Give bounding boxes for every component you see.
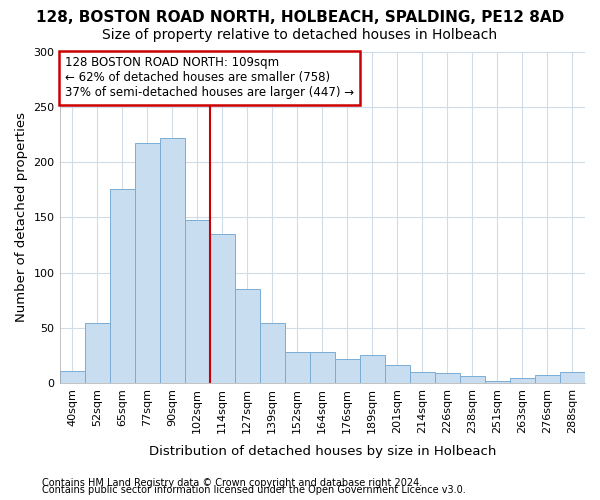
Bar bbox=[185, 220, 209, 384]
Bar bbox=[59, 371, 85, 384]
Bar bbox=[360, 354, 385, 384]
Bar bbox=[385, 364, 410, 384]
Bar bbox=[209, 234, 235, 384]
Bar bbox=[310, 352, 335, 384]
Text: Size of property relative to detached houses in Holbeach: Size of property relative to detached ho… bbox=[103, 28, 497, 42]
Bar bbox=[460, 376, 485, 384]
Text: Contains public sector information licensed under the Open Government Licence v3: Contains public sector information licen… bbox=[42, 485, 466, 495]
Bar bbox=[435, 374, 460, 384]
Bar bbox=[485, 381, 510, 384]
Bar bbox=[260, 322, 285, 384]
Text: 128 BOSTON ROAD NORTH: 109sqm
← 62% of detached houses are smaller (758)
37% of : 128 BOSTON ROAD NORTH: 109sqm ← 62% of d… bbox=[65, 56, 354, 100]
Bar bbox=[335, 359, 360, 384]
Text: 128, BOSTON ROAD NORTH, HOLBEACH, SPALDING, PE12 8AD: 128, BOSTON ROAD NORTH, HOLBEACH, SPALDI… bbox=[36, 10, 564, 25]
X-axis label: Distribution of detached houses by size in Holbeach: Distribution of detached houses by size … bbox=[149, 444, 496, 458]
Bar bbox=[85, 322, 110, 384]
Y-axis label: Number of detached properties: Number of detached properties bbox=[15, 112, 28, 322]
Bar bbox=[560, 372, 585, 384]
Bar bbox=[110, 188, 134, 384]
Bar bbox=[410, 372, 435, 384]
Bar bbox=[535, 374, 560, 384]
Bar bbox=[160, 138, 185, 384]
Bar bbox=[235, 290, 260, 384]
Bar bbox=[134, 144, 160, 384]
Text: Contains HM Land Registry data © Crown copyright and database right 2024.: Contains HM Land Registry data © Crown c… bbox=[42, 478, 422, 488]
Bar bbox=[510, 378, 535, 384]
Bar bbox=[285, 352, 310, 384]
